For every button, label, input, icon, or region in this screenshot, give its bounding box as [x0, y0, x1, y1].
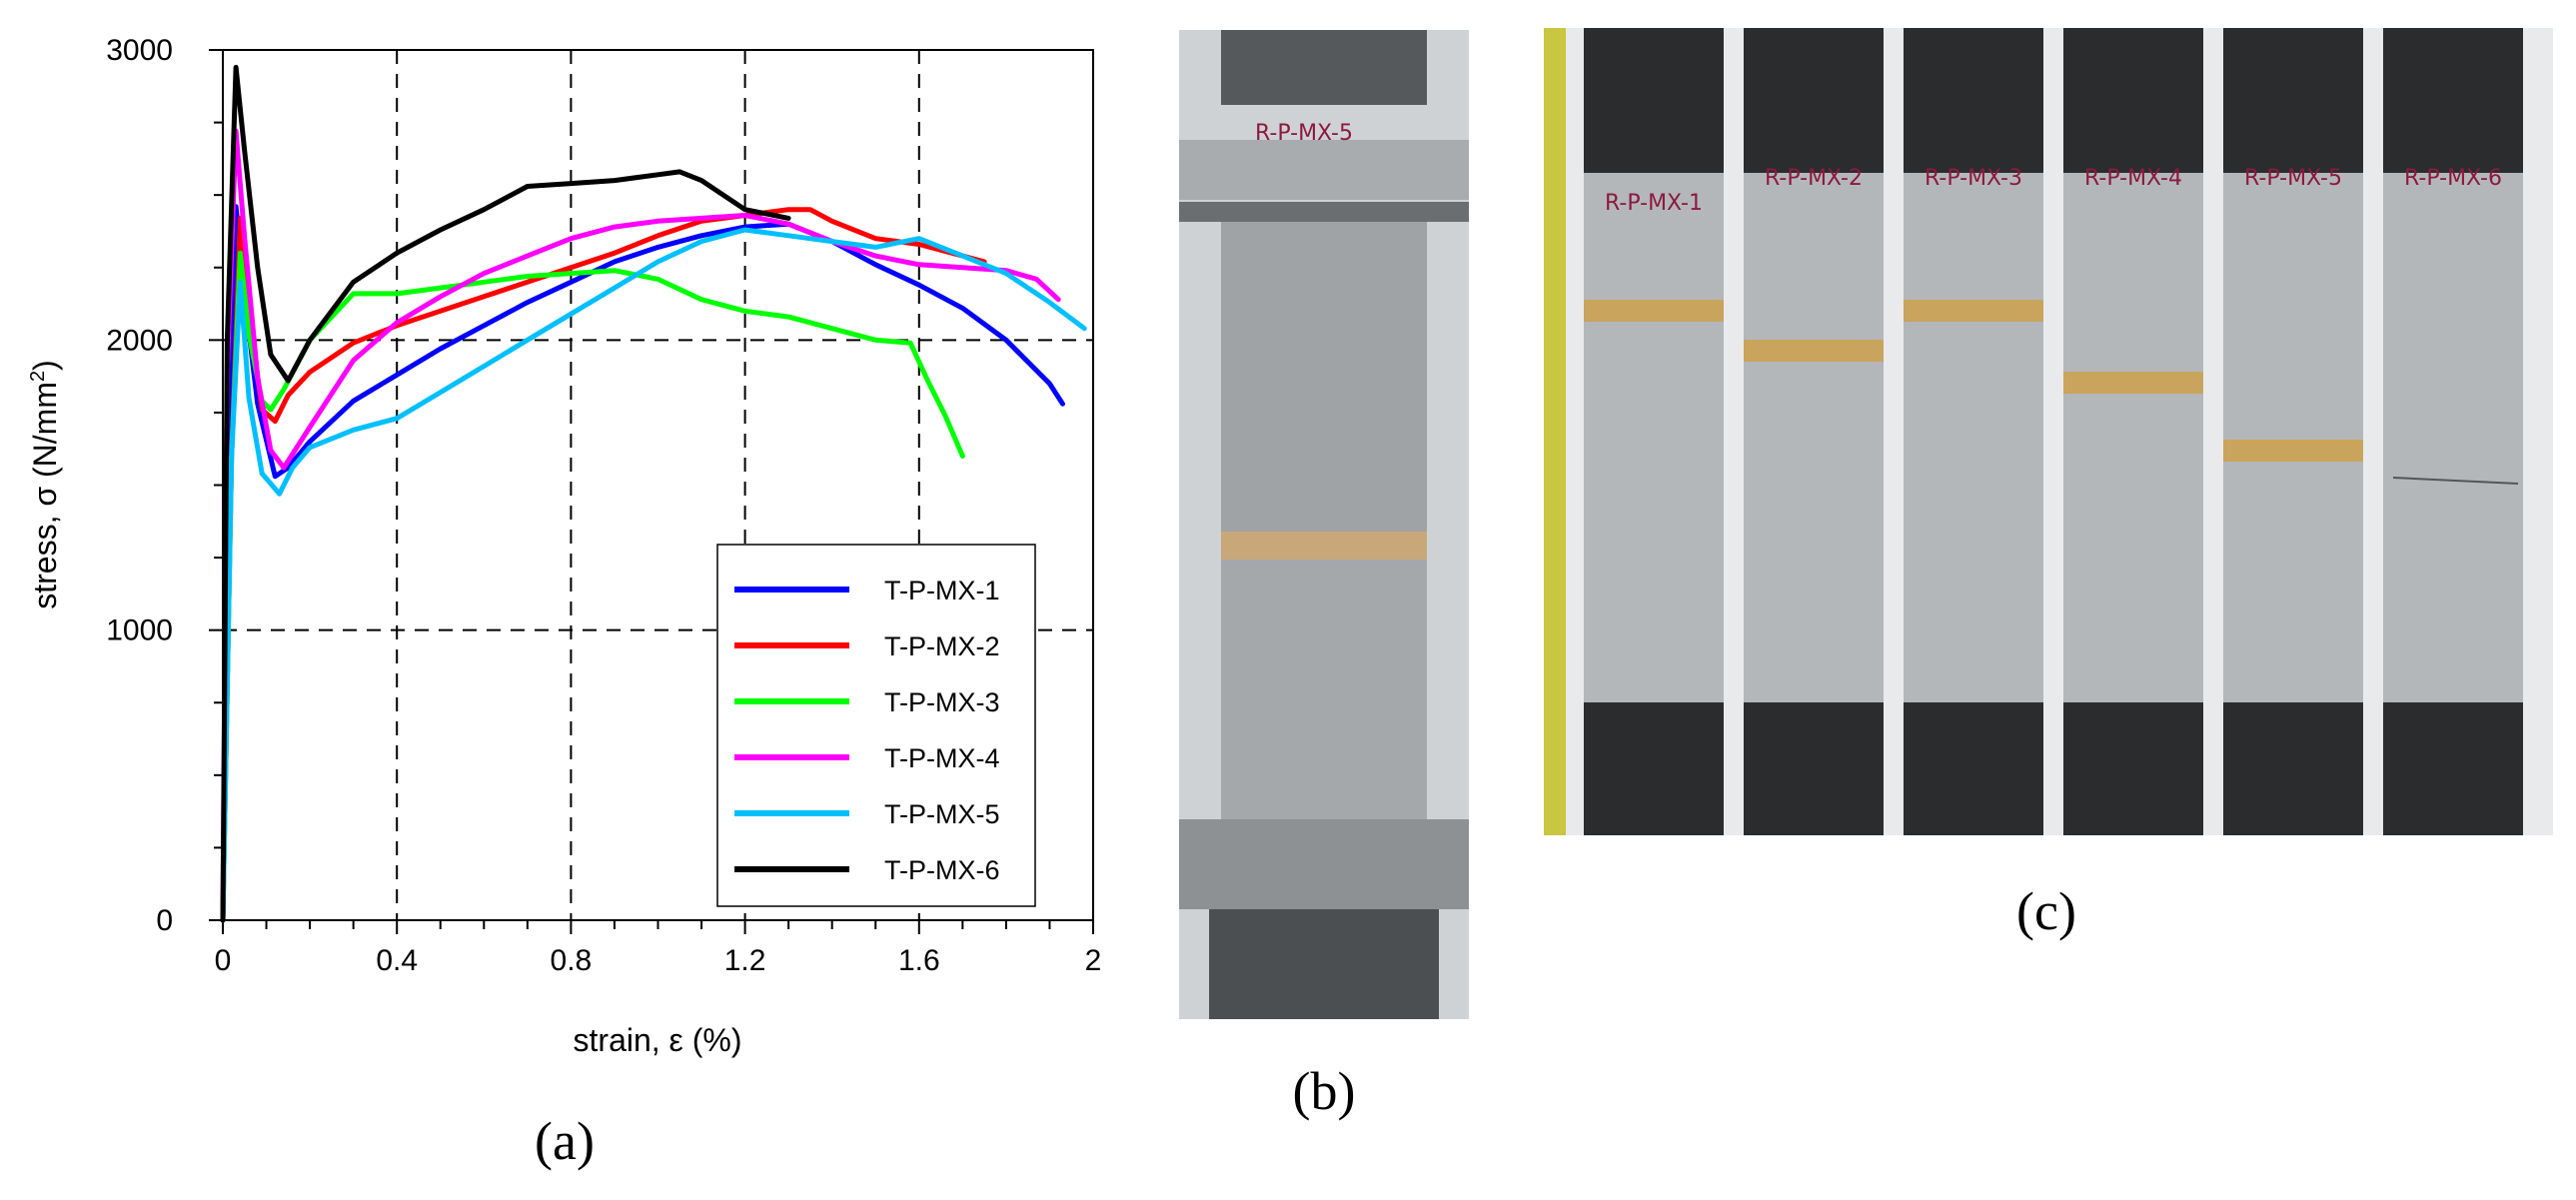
photo-b-specimen-upper [1221, 222, 1427, 532]
series-line-t-p-mx-1 [220, 204, 1065, 923]
specimen-strip: R-P-MX-6 [2383, 28, 2523, 835]
y-axis-title-main: stress, σ (N/mm [27, 382, 63, 609]
series-line-t-p-mx-4 [220, 128, 1061, 923]
legend: T-P-MX-1 T-P-MX-2 T-P-MX-3 T-P-MX-4 T-P-MX-5… [716, 544, 1036, 907]
strip-top-grip [1904, 28, 2043, 173]
strip-bottom-grip [1904, 702, 2043, 835]
x-tick-label: 0 [215, 944, 232, 977]
strip-label: R-P-MX-1 [1605, 191, 1703, 216]
series-line-t-p-mx-5 [220, 227, 1087, 923]
photo-b-crack-band [1221, 532, 1427, 560]
axis-ticks [209, 49, 1094, 934]
specimen-strip: R-P-MX-1 [1584, 28, 1724, 835]
x-tick-label: 0.8 [551, 944, 593, 977]
specimen-strips: R-P-MX-1 R-P-MX-2 R-P-MX-3 R-P-MX-4 R-P-MX-5… [1584, 28, 2523, 835]
legend-label: T-P-MX-4 [884, 743, 1000, 773]
stress-strain-chart: 0 0.4 0.8 1.2 1.6 2 0 1000 2000 3000 strain, ε (%… [27, 34, 1101, 1171]
x-axis-title: strain, ε (%) [574, 1022, 742, 1058]
legend-label: T-P-MX-2 [884, 631, 1000, 661]
y-axis-title: stress, σ (N/mm2) [27, 360, 63, 609]
strip-crack [2223, 440, 2363, 462]
photo-c-ruler [1544, 28, 1566, 835]
strip-bottom-grip [2223, 702, 2363, 835]
strip-body [1904, 173, 2043, 702]
legend-label: T-P-MX-6 [884, 855, 1000, 885]
specimen-strip: R-P-MX-5 [2223, 28, 2363, 835]
specimen-strip: R-P-MX-3 [1904, 28, 2043, 835]
strip-label: R-P-MX-6 [2404, 166, 2502, 191]
caption-a: (a) [535, 1111, 595, 1171]
legend-box [716, 544, 1036, 907]
caption-c: (c) [2016, 881, 2076, 941]
strip-body [2063, 173, 2203, 702]
photo-b-frame-bar [1179, 202, 1469, 222]
specimen-photo-b: R-P-MX-5 (b) [1179, 30, 1469, 1121]
strip-bottom-grip [2063, 702, 2203, 835]
photo-b-specimen-lower [1221, 560, 1427, 819]
photo-b-top-grip [1221, 30, 1427, 105]
x-tick-label: 1.6 [898, 944, 940, 977]
x-tick-label: 0.4 [376, 944, 418, 977]
series-lines [220, 64, 1087, 923]
strip-label: R-P-MX-2 [1765, 166, 1863, 191]
y-axis-title-sup: 2 [27, 371, 49, 382]
strip-body [2223, 173, 2363, 702]
strip-label: R-P-MX-4 [2084, 166, 2182, 191]
photo-b-frame [1179, 140, 1469, 200]
specimen-strip: R-P-MX-2 [1744, 28, 1884, 835]
legend-label: T-P-MX-1 [884, 576, 1000, 605]
strip-hairline [2392, 477, 2519, 485]
strip-bottom-grip [1584, 702, 1724, 835]
y-axis-title-end: ) [27, 360, 63, 371]
photo-b-bottom-grip [1209, 909, 1439, 1019]
strip-crack [1904, 300, 2043, 322]
strip-body [2383, 173, 2523, 702]
legend-label: T-P-MX-3 [884, 687, 1000, 717]
y-tick-label: 1000 [106, 614, 173, 647]
strip-top-grip [1584, 28, 1724, 173]
specimens-photo-c: R-P-MX-1 R-P-MX-2 R-P-MX-3 R-P-MX-4 R-P-MX-5… [1544, 28, 2553, 941]
tick-labels: 0 0.4 0.8 1.2 1.6 2 0 1000 2000 3000 [106, 34, 1101, 977]
photo-b-bottom-frame [1179, 819, 1469, 909]
strip-bottom-grip [1744, 702, 1884, 835]
strip-top-grip [2063, 28, 2203, 173]
x-tick-label: 2 [1085, 944, 1102, 977]
strip-crack [1584, 300, 1724, 322]
strip-top-grip [2223, 28, 2363, 173]
strip-crack [2063, 372, 2203, 394]
strip-top-grip [1744, 28, 1884, 173]
strip-body [1744, 173, 1884, 702]
y-tick-label: 2000 [106, 324, 173, 357]
specimen-strip: R-P-MX-4 [2063, 28, 2203, 835]
y-tick-label: 0 [156, 904, 173, 937]
strip-crack [1744, 340, 1884, 362]
caption-b: (b) [1293, 1061, 1356, 1121]
strip-label: R-P-MX-3 [1925, 166, 2022, 191]
strip-bottom-grip [2383, 702, 2523, 835]
x-tick-label: 1.2 [724, 944, 766, 977]
y-tick-label: 3000 [106, 34, 173, 67]
photo-b-label: R-P-MX-5 [1255, 121, 1353, 146]
strip-body [1584, 173, 1724, 702]
strip-top-grip [2383, 28, 2523, 173]
strip-label: R-P-MX-5 [2244, 166, 2342, 191]
legend-label: T-P-MX-5 [884, 799, 1000, 829]
series-line-t-p-mx-6 [220, 64, 791, 923]
